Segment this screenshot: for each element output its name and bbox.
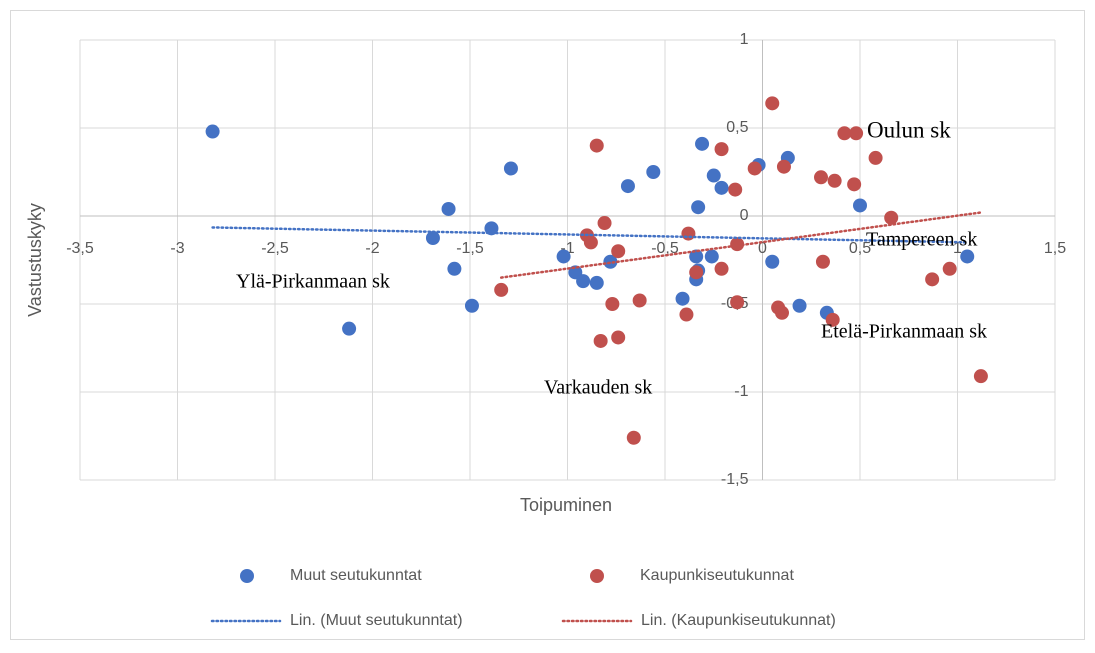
scatter-point <box>776 159 791 174</box>
scatter-point <box>603 254 618 269</box>
x-tick-label: -3 <box>170 240 184 257</box>
scatter-point <box>611 330 626 345</box>
y-tick-label: 0,5 <box>726 119 748 136</box>
scatter-point <box>942 261 957 276</box>
scatter-point <box>730 295 745 310</box>
trendline <box>211 226 969 244</box>
annotation: Ylä-Pirkanmaan sk <box>236 271 390 293</box>
x-tick-label: -1,5 <box>456 240 484 257</box>
scatter-point <box>611 244 626 259</box>
x-axis-title: Toipuminen <box>520 495 612 515</box>
scatter-point <box>691 200 706 215</box>
scatter-point <box>960 249 975 264</box>
scatter-point <box>827 173 842 188</box>
scatter-point <box>494 282 509 297</box>
chart-border <box>10 10 1085 640</box>
scatter-point <box>589 138 604 153</box>
legend-marker <box>590 569 604 583</box>
scatter-point <box>589 275 604 290</box>
annotation: Etelä-Pirkanmaan sk <box>821 321 987 343</box>
scatter-point <box>597 216 612 231</box>
scatter-point <box>973 369 988 384</box>
annotation: Tampereen sk <box>866 229 977 251</box>
scatter-point <box>605 297 620 311</box>
scatter-point <box>679 307 694 322</box>
scatter-point <box>706 168 721 183</box>
scatter-point <box>714 261 729 276</box>
x-tick-label: -0,5 <box>651 240 679 257</box>
scatter-point <box>825 312 840 327</box>
scatter-point <box>849 126 864 141</box>
y-tick-label: 1 <box>740 31 749 48</box>
scatter-point <box>646 165 661 179</box>
scatter-point <box>853 198 867 213</box>
scatter-point <box>925 272 940 287</box>
scatter-point <box>632 293 647 308</box>
trendline <box>499 211 983 279</box>
scatter-point <box>593 333 608 348</box>
legend-label: Muut seutukunntat <box>290 567 422 584</box>
scatter-point <box>205 124 220 139</box>
scatter-point <box>425 231 440 245</box>
scatter-point <box>747 161 762 176</box>
scatter-point <box>503 161 518 176</box>
legend-label: Lin. (Kaupunkiseutukunnat) <box>641 612 836 629</box>
scatter-point <box>714 180 729 195</box>
scatter-point <box>556 249 571 264</box>
scatter-point <box>620 179 635 194</box>
legend-label: Lin. (Muut seutukunntat) <box>290 612 463 629</box>
legend-marker <box>240 569 254 583</box>
scatter-point <box>447 261 462 276</box>
scatter-point <box>464 298 479 313</box>
scatter-point <box>689 249 704 264</box>
scatter-point <box>837 126 852 141</box>
scatter-point <box>728 182 743 197</box>
scatter-point <box>868 150 883 165</box>
x-tick-label: 1 <box>953 240 962 257</box>
scatter-point <box>441 201 456 216</box>
x-tick-label: -3,5 <box>66 240 94 257</box>
x-tick-label: 0,5 <box>849 240 871 257</box>
scatter-point <box>576 274 591 289</box>
scatter-point <box>765 254 780 269</box>
scatter-point <box>815 254 830 269</box>
x-tick-label: 1,5 <box>1044 240 1066 257</box>
scatter-point <box>704 249 719 264</box>
y-tick-label: -1 <box>734 383 748 400</box>
annotation: Oulun sk <box>867 117 951 142</box>
scatter-point <box>792 298 807 313</box>
scatter-point <box>714 142 729 157</box>
annotation: Varkauden sk <box>544 377 652 399</box>
scatter-point <box>775 305 789 320</box>
scatter-point <box>884 210 899 225</box>
x-tick-label: 0 <box>758 240 767 257</box>
legend-label: Kaupunkiseutukunnat <box>640 567 794 584</box>
scatter-point <box>626 430 641 445</box>
scatter-point <box>730 237 745 252</box>
scatter-point <box>695 136 710 151</box>
y-axis-title: Vastustuskyky <box>25 203 45 317</box>
x-tick-label: -2 <box>365 240 379 257</box>
y-tick-label: -1,5 <box>721 471 749 488</box>
scatter-point <box>681 226 696 241</box>
scatter-point <box>583 235 598 250</box>
scatter-point <box>689 265 704 280</box>
x-tick-label: -2,5 <box>261 240 289 257</box>
scatter-point <box>342 321 357 336</box>
scatter-point <box>814 170 828 185</box>
scatter-point <box>847 177 862 192</box>
y-tick-label: 0 <box>740 207 749 224</box>
scatter-point <box>765 96 780 111</box>
scatter-point <box>675 291 690 306</box>
